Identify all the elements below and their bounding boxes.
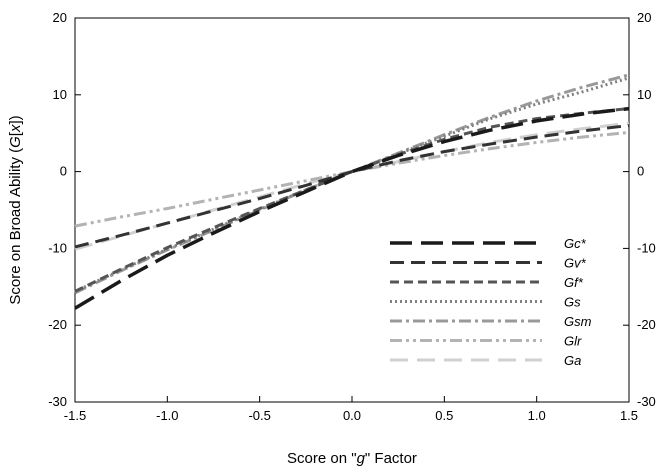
x-tick-label: 1.0 [528, 408, 546, 423]
series-line-gv [74, 124, 630, 249]
series-lines [74, 73, 630, 310]
legend-label: Glr [564, 334, 582, 349]
series-line-gc [74, 106, 630, 310]
x-axis: -1.5 -1.0 -0.5 0.0 0.5 1.0 1.5 [64, 396, 638, 423]
y-tick-label-right: -10 [637, 240, 656, 255]
x-tick-label: 0.5 [435, 408, 453, 423]
y-tick-label-right: -20 [637, 317, 656, 332]
x-tick-label: 1.5 [620, 408, 638, 423]
legend-label: Gs [564, 295, 581, 310]
y-tick-label: -30 [48, 394, 67, 409]
y-tick-label: 10 [53, 87, 67, 102]
y-tick-label-right: -30 [637, 394, 656, 409]
y-tick-label: 0 [60, 164, 67, 179]
series-line-ga [74, 121, 630, 251]
y-axis-left: -30 -20 -10 0 10 20 [48, 10, 81, 409]
y-tick-label-right: 0 [637, 164, 644, 179]
y-tick-label-right: 20 [637, 10, 651, 25]
legend-label: Ga [564, 353, 581, 368]
y-tick-label-right: 10 [637, 87, 651, 102]
x-tick-label: -1.5 [64, 408, 86, 423]
legend-label: Gv* [564, 256, 587, 271]
legend: Gc* Gv* Gf* Gs Gsm Glr Ga [390, 236, 592, 368]
x-tick-label: -0.5 [248, 408, 270, 423]
y-tick-label: -20 [48, 317, 67, 332]
series-line-glr [74, 130, 630, 228]
x-tick-label: -1.0 [156, 408, 178, 423]
y-tick-label: 20 [53, 10, 67, 25]
legend-label: Gc* [564, 236, 587, 251]
x-axis-label: Score on "g" Factor [287, 450, 417, 467]
y-axis-right: -30 -20 -10 0 10 20 [623, 10, 656, 409]
y-axis-label: Score on Broad Ability (G[x]) [7, 115, 24, 304]
legend-label: Gsm [564, 314, 592, 329]
series-line-gf [74, 107, 630, 293]
x-tick-label: 0.0 [343, 408, 361, 423]
y-tick-label: -10 [48, 240, 67, 255]
legend-label: Gf* [564, 275, 584, 290]
